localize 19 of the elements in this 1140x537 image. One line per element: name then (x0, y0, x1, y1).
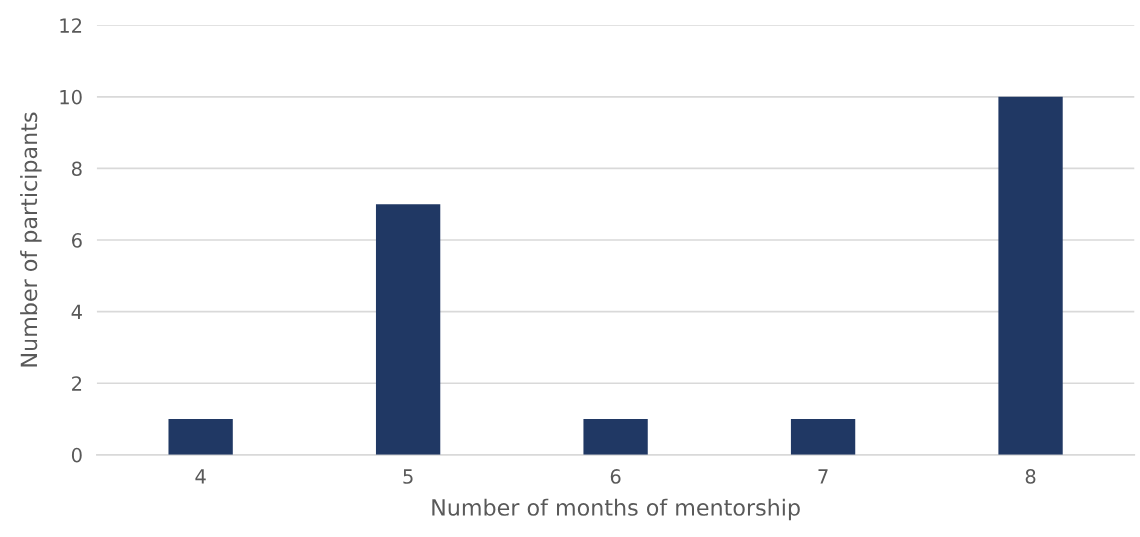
y-tick-label: 2 (72, 376, 82, 391)
bar (583, 419, 648, 455)
x-tick-label: 5 (403, 469, 413, 484)
y-tick-label: 4 (71, 304, 82, 320)
x-tick-label: 4 (195, 469, 206, 484)
x-tick-label: 6 (610, 469, 621, 484)
x-tick-label: 7 (818, 469, 828, 484)
bar (375, 204, 441, 455)
x-axis-title: Number of months of mentorship (432, 498, 800, 521)
bar (168, 419, 233, 455)
bar (998, 96, 1063, 455)
x-tick-label: 8 (1025, 469, 1036, 484)
y-tick-label: 12 (60, 18, 82, 33)
y-tick-label: 0 (71, 447, 82, 463)
y-tick-label: 6 (72, 232, 82, 248)
y-tick-label: 8 (71, 161, 82, 177)
y-axis-title: Number of participants (20, 112, 42, 367)
bar (790, 419, 856, 455)
y-tick-label: 10 (60, 89, 82, 105)
